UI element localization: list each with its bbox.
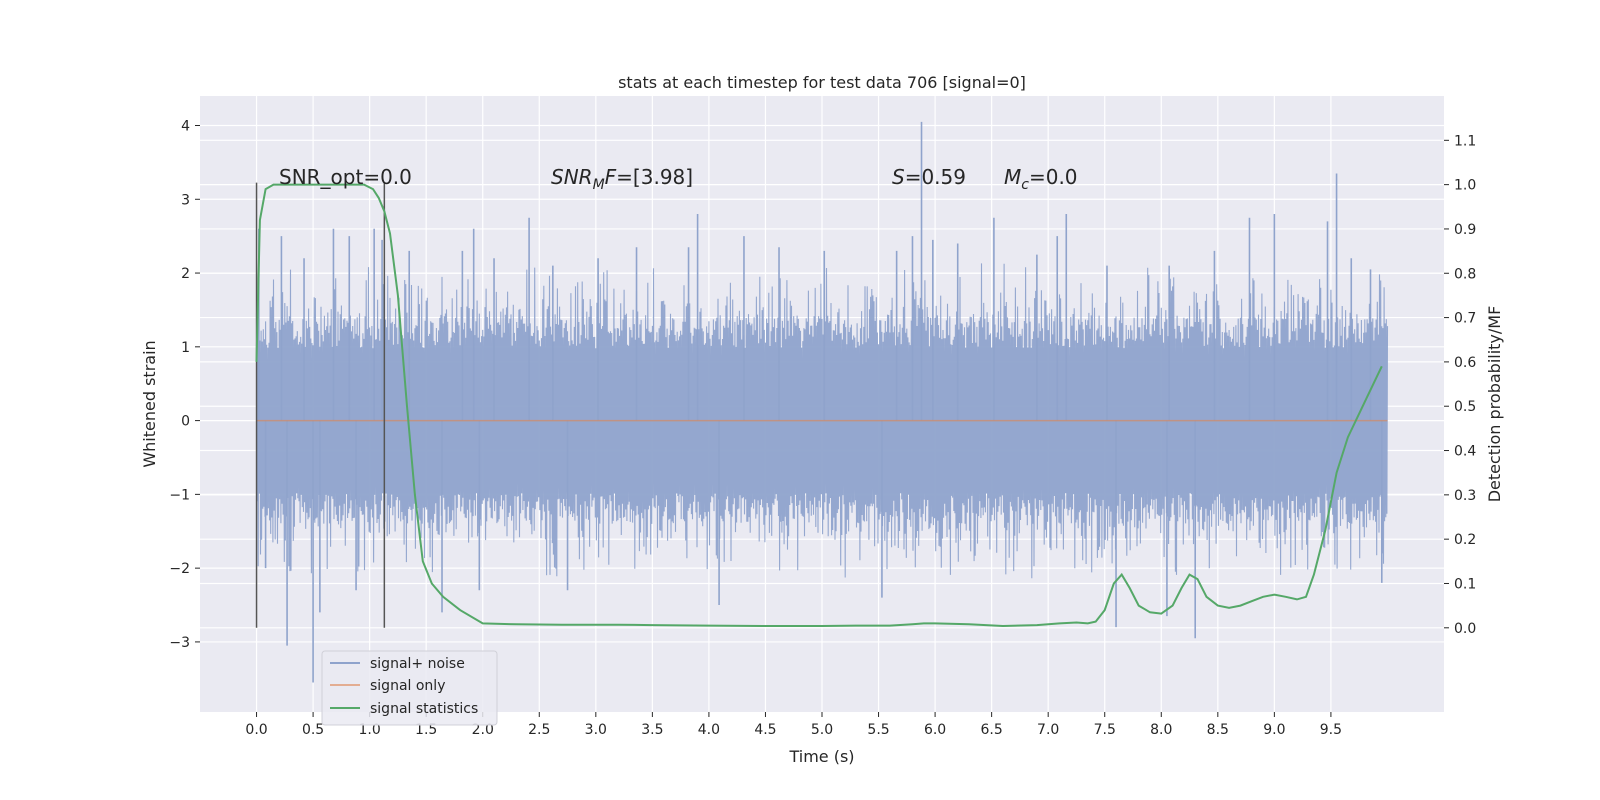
annotation-snr-mf-tail: F bbox=[605, 165, 617, 189]
y2-axis-ticks: 0.0 0.1 0.2 0.3 0.4 0.5 0.6 0.7 0.8 0.9 1.0 1.1 bbox=[1444, 133, 1476, 637]
y-tick-label: 1 bbox=[181, 340, 190, 356]
y-tick-label: 2 bbox=[181, 266, 190, 282]
x-tick-label: 9.0 bbox=[1263, 722, 1285, 738]
y2-tick-label: 0.3 bbox=[1454, 488, 1476, 504]
x-tick-label: 9.5 bbox=[1320, 722, 1342, 738]
annotation-snr-mf-sub: M bbox=[593, 177, 605, 193]
x-tick-label: 6.0 bbox=[924, 722, 946, 738]
y2-tick-label: 0.6 bbox=[1454, 355, 1476, 371]
annotation-s-label: S bbox=[892, 165, 905, 189]
y2-tick-label: 0.9 bbox=[1454, 222, 1476, 238]
x-tick-label: 7.0 bbox=[1037, 722, 1059, 738]
annotation-s-value: =0.59 bbox=[905, 165, 966, 189]
signal-noise-series bbox=[255, 121, 1389, 683]
x-tick-label: 4.5 bbox=[754, 722, 776, 738]
legend-label-signal: signal only bbox=[370, 678, 445, 694]
x-tick-label: 7.5 bbox=[1094, 722, 1116, 738]
y2-tick-label: 0.5 bbox=[1454, 399, 1476, 415]
signal-statistics-series bbox=[255, 183, 1383, 628]
annotation-mc-label: M bbox=[1004, 165, 1021, 189]
x-tick-label: 5.0 bbox=[811, 722, 833, 738]
y2-tick-label: 0.8 bbox=[1454, 266, 1476, 282]
annotation-mc-sub: c bbox=[1021, 177, 1029, 193]
y2-tick-label: 1.0 bbox=[1454, 178, 1476, 194]
y-axis-label: Whitened strain bbox=[140, 340, 159, 467]
annotation-mc: Mc=0.0 bbox=[1004, 165, 1078, 193]
marker-lines bbox=[255, 182, 386, 628]
x-tick-label: 8.5 bbox=[1207, 722, 1229, 738]
y2-tick-label: 1.1 bbox=[1454, 133, 1476, 149]
annotation-s: S=0.59 bbox=[892, 165, 966, 189]
x-tick-label: 1.0 bbox=[359, 722, 381, 738]
annotation-snr-mf-value: =[3.98] bbox=[616, 165, 693, 189]
y-tick-label: −2 bbox=[169, 561, 190, 577]
x-tick-label: 3.0 bbox=[585, 722, 607, 738]
x-tick-label: 6.5 bbox=[981, 722, 1003, 738]
x-tick-label: 3.5 bbox=[641, 722, 663, 738]
annotation-snr-mf-label: SNR bbox=[551, 165, 593, 189]
y-tick-label: 0 bbox=[181, 414, 190, 430]
legend-label-statistics: signal statistics bbox=[370, 701, 478, 717]
x-tick-label: 2.0 bbox=[472, 722, 494, 738]
y2-tick-label: 0.7 bbox=[1454, 311, 1476, 327]
x-axis-ticks: 0.0 0.5 1.0 1.5 2.0 2.5 3.0 3.5 4.0 4.5 5.0 5.5 6.0 6… bbox=[245, 712, 1342, 738]
y2-tick-label: 0.0 bbox=[1454, 621, 1476, 637]
chart-title: stats at each timestep for test data 706… bbox=[618, 73, 1026, 92]
legend-label-noise: signal+ noise bbox=[370, 656, 465, 672]
y-tick-label: 3 bbox=[181, 192, 190, 208]
legend: signal+ noise signal only signal statist… bbox=[321, 650, 498, 726]
y2-axis-label: Detection probability/MF bbox=[1485, 306, 1504, 503]
x-axis-label: Time (s) bbox=[788, 747, 854, 766]
y2-tick-label: 0.1 bbox=[1454, 576, 1476, 592]
x-tick-label: 2.5 bbox=[528, 722, 550, 738]
x-tick-label: 1.5 bbox=[415, 722, 437, 738]
x-tick-label: 4.0 bbox=[698, 722, 720, 738]
y-tick-label: −3 bbox=[169, 635, 190, 651]
y2-tick-label: 0.4 bbox=[1454, 444, 1476, 460]
legend-box bbox=[321, 650, 498, 726]
y2-tick-label: 0.2 bbox=[1454, 532, 1476, 548]
x-tick-label: 8.0 bbox=[1150, 722, 1172, 738]
x-tick-label: 0.5 bbox=[302, 722, 324, 738]
y-axis-ticks: −3 −2 −1 0 1 2 3 4 bbox=[169, 119, 200, 651]
annotation-mc-value: =0.0 bbox=[1029, 165, 1078, 189]
x-tick-label: 5.5 bbox=[867, 722, 889, 738]
y-tick-label: 4 bbox=[181, 119, 190, 135]
y-tick-label: −1 bbox=[169, 487, 190, 503]
annotation-snr-opt: SNR_opt=0.0 bbox=[279, 165, 412, 189]
x-tick-label: 0.0 bbox=[245, 722, 267, 738]
annotation-snr-mf: SNRMF=[3.98] bbox=[551, 165, 693, 193]
signal-statistics-line bbox=[255, 183, 1383, 628]
noise-trace bbox=[255, 263, 1389, 579]
